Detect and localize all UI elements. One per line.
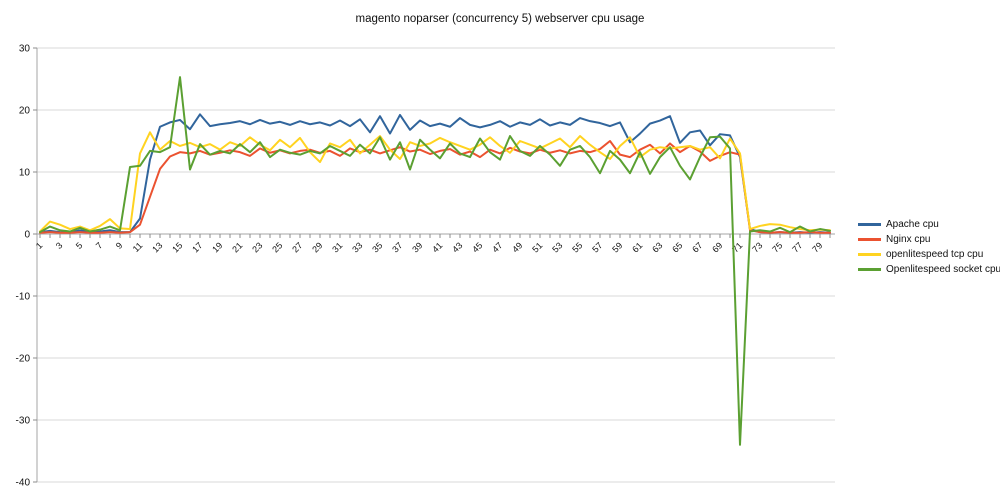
legend-line-swatch-apache	[858, 223, 881, 226]
openlitespeed-tcp-cpu-line	[39, 131, 831, 233]
y-tick-label-20: 20	[19, 106, 31, 117]
x-tick-label-17: 17	[190, 240, 204, 254]
x-tick-label-1: 1	[34, 240, 45, 251]
x-tick-label-43: 43	[450, 240, 464, 254]
legend-label: Openlitespeed socket cpu	[886, 264, 1000, 275]
x-tick-label-75: 75	[770, 240, 784, 254]
legend-line-swatch-openlitespeed-socket	[858, 268, 881, 271]
x-tick-label-69: 69	[710, 240, 724, 254]
legend-item-apache-cpu: Apache cpu	[858, 219, 1000, 230]
x-tick-label-41: 41	[430, 240, 444, 254]
x-tick-label-65: 65	[670, 240, 684, 254]
x-tick-label-29: 29	[310, 240, 324, 254]
x-tick-label-7: 7	[94, 240, 105, 251]
nginx-cpu-line	[39, 140, 831, 234]
y-axis-labels: 30 20 10 0 -10 -20 -30 -40	[16, 44, 31, 489]
x-tick-label-9: 9	[114, 240, 125, 251]
y-tick-label--30: -30	[16, 416, 31, 427]
chart-legend: Apache cpu Nginx cpu openlitespeed tcp c…	[858, 219, 1000, 275]
legend-label: Nginx cpu	[886, 234, 931, 245]
axis-ticks	[33, 47, 831, 483]
y-tick-label--10: -10	[16, 292, 31, 303]
x-tick-label-63: 63	[650, 240, 664, 254]
x-tick-label-39: 39	[410, 240, 424, 254]
x-tick-label-49: 49	[510, 240, 524, 254]
x-tick-label-55: 55	[570, 240, 584, 254]
legend-item-openlitespeed-tcp-cpu: openlitespeed tcp cpu	[858, 249, 1000, 260]
legend-item-openlitespeed-socket-cpu: Openlitespeed socket cpu	[858, 264, 1000, 275]
x-tick-label-13: 13	[150, 240, 164, 254]
gridlines	[37, 47, 835, 483]
y-tick-label-10: 10	[19, 168, 31, 179]
x-tick-label-61: 61	[630, 240, 644, 254]
y-tick-label--20: -20	[16, 354, 31, 365]
x-tick-label-45: 45	[470, 240, 484, 254]
x-tick-label-21: 21	[230, 240, 244, 254]
x-tick-label-5: 5	[74, 240, 85, 251]
x-tick-label-59: 59	[610, 240, 624, 254]
y-tick-label-0: 0	[24, 230, 30, 241]
axes	[36, 48, 835, 482]
x-tick-label-15: 15	[170, 240, 184, 254]
x-tick-label-27: 27	[290, 240, 304, 254]
apache-cpu-line	[39, 113, 831, 234]
x-tick-label-57: 57	[590, 240, 604, 254]
legend-label: openlitespeed tcp cpu	[886, 249, 984, 260]
x-tick-label-33: 33	[350, 240, 364, 254]
x-tick-label-77: 77	[790, 240, 804, 254]
x-tick-label-37: 37	[390, 240, 404, 254]
legend-line-swatch-openlitespeed-tcp	[858, 253, 881, 256]
x-tick-label-11: 11	[131, 240, 145, 254]
x-tick-label-31: 31	[330, 240, 344, 254]
x-tick-label-67: 67	[690, 240, 704, 254]
x-tick-label-25: 25	[270, 240, 284, 254]
legend-label: Apache cpu	[886, 219, 939, 230]
x-tick-label-53: 53	[550, 240, 564, 254]
openlitespeed-socket-cpu-line	[39, 76, 831, 446]
x-tick-label-35: 35	[370, 240, 384, 254]
x-tick-label-79: 79	[810, 240, 824, 254]
legend-item-nginx-cpu: Nginx cpu	[858, 234, 1000, 245]
y-tick-label--40: -40	[16, 478, 31, 489]
x-tick-label-19: 19	[210, 240, 224, 254]
legend-line-swatch-nginx	[858, 238, 881, 241]
x-axis-labels: 1 3 5 7 9 11 13 15 17 19 21 23 25 27 29 31 33 35 37 39 41 43 4…	[34, 240, 825, 254]
x-tick-label-73: 73	[750, 240, 764, 254]
data-series	[39, 76, 831, 446]
x-tick-label-23: 23	[250, 240, 264, 254]
x-tick-label-51: 51	[530, 240, 544, 254]
chart-title: magento noparser (concurrency 5) webserv…	[356, 13, 645, 25]
y-tick-label-30: 30	[19, 44, 31, 55]
x-tick-label-47: 47	[490, 240, 504, 254]
x-tick-label-3: 3	[54, 240, 65, 251]
